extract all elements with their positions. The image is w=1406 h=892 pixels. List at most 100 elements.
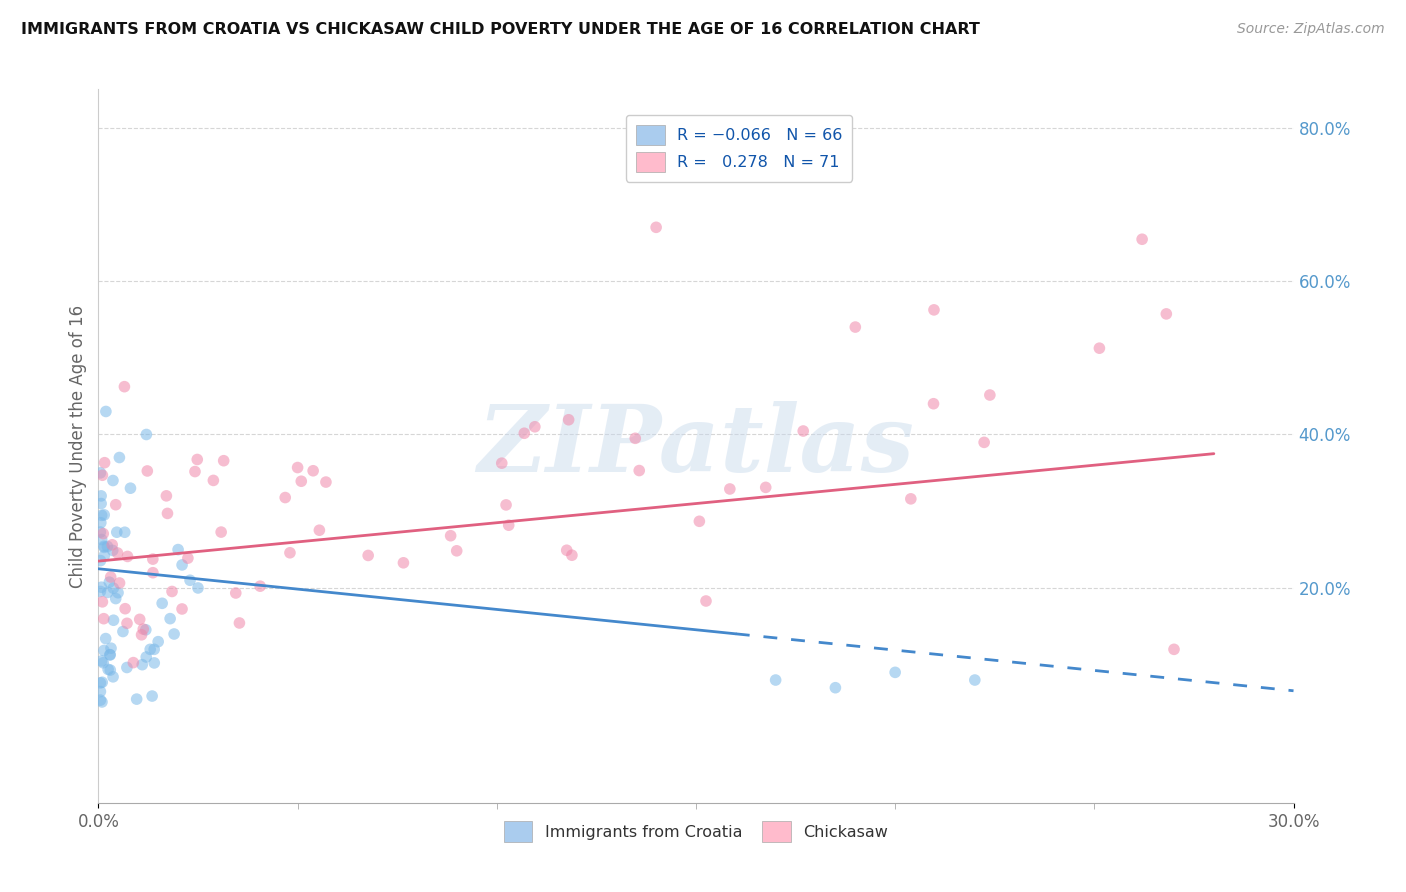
Point: [139, 642, 162, 657]
Point: [225, 586, 247, 600]
Point: [97, 585, 120, 599]
Point: [561, 548, 583, 562]
Point: [163, 627, 186, 641]
Point: [91, 595, 114, 609]
Point: [922, 397, 945, 411]
Point: [89, 524, 111, 539]
Point: [1163, 642, 1185, 657]
Point: [104, 591, 127, 606]
Point: [98, 648, 121, 662]
Point: [135, 427, 157, 442]
Point: [755, 480, 778, 494]
Point: [141, 689, 163, 703]
Point: [90, 508, 112, 523]
Point: [963, 673, 986, 687]
Point: [98, 663, 121, 677]
Point: [513, 426, 536, 441]
Point: [101, 538, 124, 552]
Point: [274, 491, 297, 505]
Point: [135, 650, 157, 665]
Point: [94, 632, 117, 646]
Point: [900, 491, 922, 506]
Point: [107, 585, 129, 599]
Point: [93, 643, 115, 657]
Point: [688, 514, 710, 528]
Point: [177, 551, 200, 566]
Point: [973, 435, 995, 450]
Point: [308, 523, 330, 537]
Point: [143, 642, 166, 657]
Point: [249, 579, 271, 593]
Point: [89, 553, 111, 567]
Point: [91, 526, 114, 541]
Point: [111, 624, 134, 639]
Point: [491, 456, 513, 470]
Point: [122, 656, 145, 670]
Point: [440, 529, 463, 543]
Point: [212, 453, 235, 467]
Point: [89, 693, 111, 707]
Point: [142, 566, 165, 580]
Point: [98, 648, 121, 662]
Point: [101, 543, 124, 558]
Point: [624, 431, 647, 445]
Point: [120, 481, 142, 495]
Point: [108, 450, 131, 465]
Point: [89, 676, 111, 690]
Point: [718, 482, 741, 496]
Point: [135, 623, 157, 637]
Text: IMMIGRANTS FROM CROATIA VS CHICKASAW CHILD POVERTY UNDER THE AGE OF 16 CORRELATI: IMMIGRANTS FROM CROATIA VS CHICKASAW CHI…: [21, 22, 980, 37]
Point: [202, 474, 225, 488]
Point: [172, 558, 194, 572]
Point: [792, 424, 814, 438]
Point: [115, 616, 138, 631]
Point: [94, 404, 117, 418]
Point: [91, 695, 114, 709]
Point: [128, 612, 150, 626]
Point: [96, 540, 118, 554]
Point: [1088, 341, 1111, 355]
Point: [557, 413, 579, 427]
Point: [184, 465, 207, 479]
Point: [150, 596, 173, 610]
Point: [142, 552, 165, 566]
Point: [148, 634, 170, 648]
Point: [90, 533, 112, 547]
Point: [136, 464, 159, 478]
Point: [101, 670, 124, 684]
Point: [228, 615, 250, 630]
Point: [132, 622, 155, 636]
Point: [143, 656, 166, 670]
Point: [155, 489, 177, 503]
Point: [170, 602, 193, 616]
Point: [114, 601, 136, 615]
Point: [131, 657, 153, 672]
Point: [844, 320, 866, 334]
Point: [90, 580, 112, 594]
Point: [555, 543, 578, 558]
Point: [89, 466, 111, 480]
Point: [101, 474, 124, 488]
Point: [209, 525, 232, 540]
Point: [93, 539, 115, 553]
Point: [765, 673, 787, 687]
Text: ZIPatlas: ZIPatlas: [478, 401, 914, 491]
Point: [884, 665, 907, 680]
Point: [186, 452, 208, 467]
Point: [645, 220, 668, 235]
Point: [108, 576, 131, 591]
Point: [103, 581, 125, 595]
Y-axis label: Child Poverty Under the Age of 16: Child Poverty Under the Age of 16: [69, 304, 87, 588]
Point: [100, 570, 122, 584]
Point: [131, 628, 153, 642]
Point: [104, 498, 127, 512]
Point: [922, 302, 945, 317]
Point: [90, 497, 112, 511]
Point: [97, 662, 120, 676]
Point: [187, 581, 209, 595]
Point: [90, 516, 112, 530]
Point: [446, 544, 468, 558]
Point: [93, 456, 115, 470]
Point: [112, 379, 135, 393]
Point: [125, 692, 148, 706]
